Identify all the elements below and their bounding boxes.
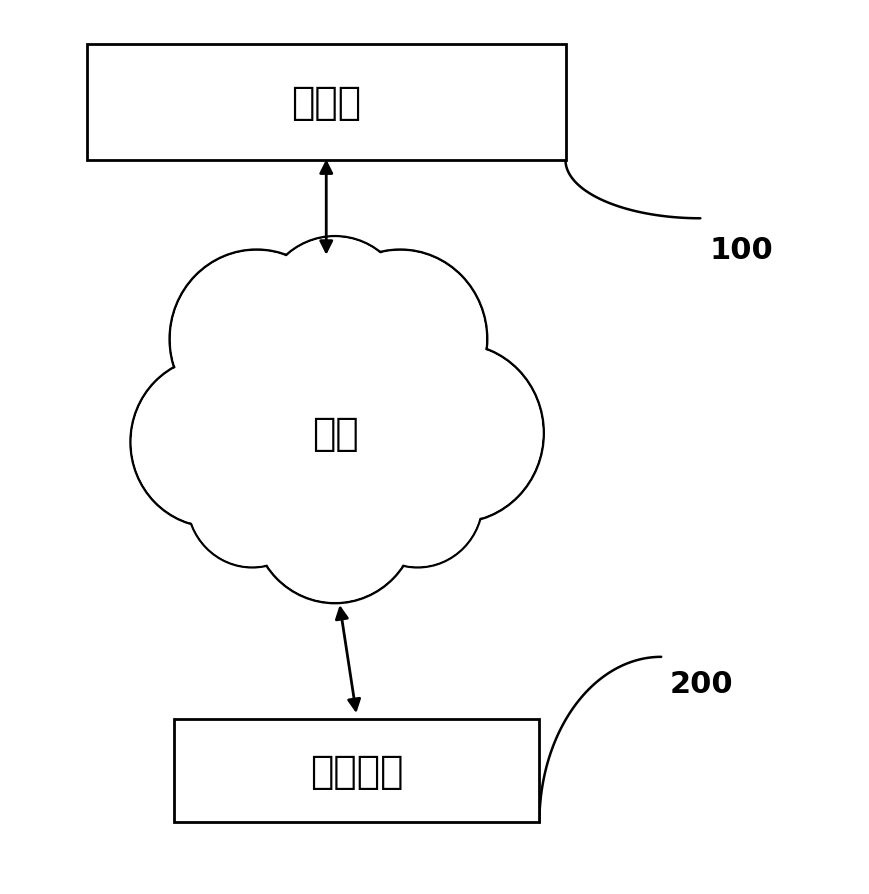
Circle shape bbox=[353, 434, 481, 567]
Circle shape bbox=[315, 251, 486, 428]
Circle shape bbox=[217, 286, 452, 527]
Circle shape bbox=[130, 358, 295, 527]
Circle shape bbox=[170, 251, 342, 428]
Text: 100: 100 bbox=[708, 236, 772, 265]
Circle shape bbox=[370, 345, 542, 522]
Circle shape bbox=[313, 250, 487, 429]
Circle shape bbox=[369, 344, 543, 523]
Circle shape bbox=[253, 434, 416, 603]
Circle shape bbox=[187, 434, 317, 568]
Circle shape bbox=[188, 434, 316, 567]
FancyBboxPatch shape bbox=[174, 720, 539, 822]
Circle shape bbox=[169, 250, 343, 429]
Text: 200: 200 bbox=[669, 670, 733, 698]
Text: 网络: 网络 bbox=[311, 415, 358, 452]
Circle shape bbox=[262, 238, 408, 388]
Text: 服务器: 服务器 bbox=[291, 84, 361, 122]
Circle shape bbox=[131, 358, 295, 527]
Circle shape bbox=[261, 237, 408, 389]
Circle shape bbox=[352, 434, 482, 568]
Text: 智能终端: 智能终端 bbox=[309, 752, 403, 790]
FancyBboxPatch shape bbox=[87, 45, 565, 161]
Circle shape bbox=[219, 288, 450, 526]
Circle shape bbox=[252, 434, 417, 603]
